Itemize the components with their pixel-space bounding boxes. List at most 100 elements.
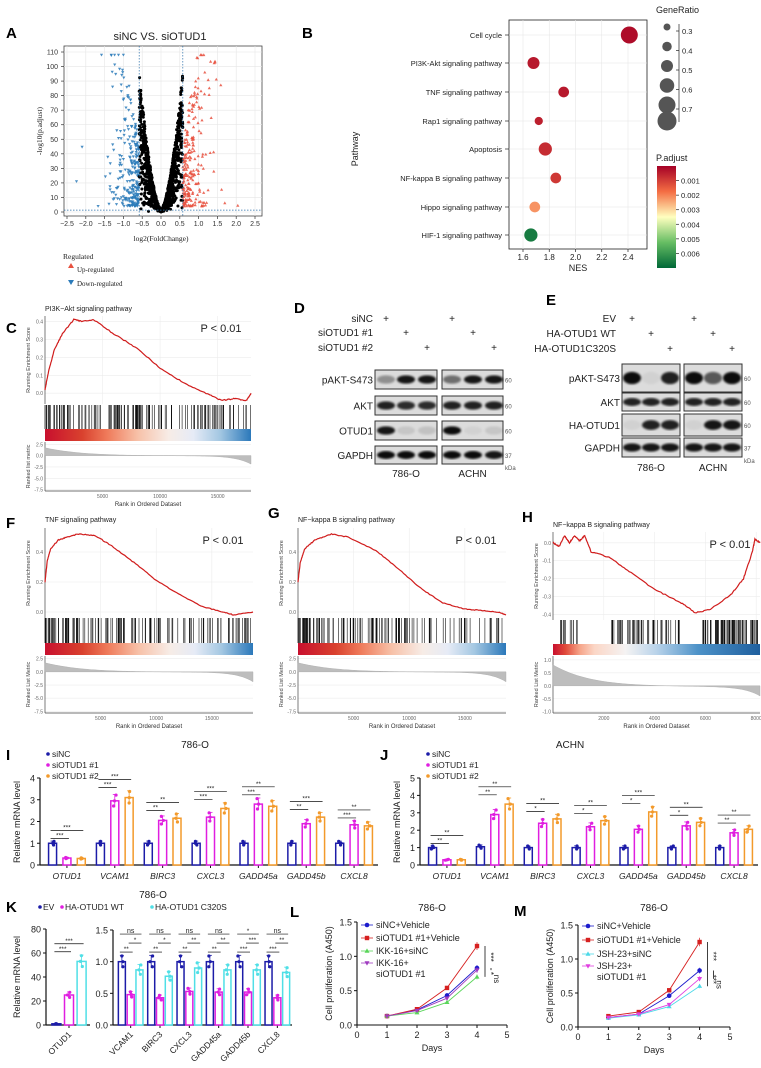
point-down-regulated — [106, 155, 110, 159]
blot-row-label: OTUD1 — [339, 427, 373, 438]
y-tick-label: 0.5 — [95, 989, 108, 999]
x-tick-label: 2 — [636, 1032, 641, 1042]
protein-band — [418, 426, 436, 435]
data-point — [494, 808, 498, 812]
mw-unit: kDa — [744, 459, 755, 465]
y-tick-label: 0.4 — [289, 550, 296, 556]
bar — [164, 975, 174, 1026]
point-up-regulated — [186, 178, 190, 182]
point-down-regulated — [136, 203, 140, 206]
data-point — [556, 813, 560, 817]
point-up-regulated — [192, 105, 196, 108]
bar — [176, 960, 185, 1026]
x-tick-label: 4000 — [649, 716, 660, 722]
point-not-significant — [180, 183, 184, 187]
point-up-regulated — [202, 204, 206, 207]
point-not-significant — [169, 179, 173, 183]
point-up-regulated — [205, 201, 209, 204]
legend-label: siOTUD1 #2 — [52, 771, 99, 781]
gene-label: BIRC3 — [150, 871, 175, 881]
y-tick-label: 0.0 — [36, 610, 43, 616]
y-tick-label: 0.0 — [289, 610, 296, 616]
point-down-regulated — [122, 133, 126, 137]
data-point — [365, 827, 370, 831]
protein-band — [704, 398, 722, 406]
data-point — [271, 804, 276, 808]
point-up-regulated — [199, 131, 203, 135]
data-point — [368, 824, 372, 828]
point-down-regulated — [130, 172, 134, 176]
chart-title: siNC VS. siOTUD1 — [114, 31, 207, 43]
gene-label: OTUD1 — [433, 871, 462, 881]
y-tick-label: -5.0 — [287, 696, 296, 702]
data-point — [539, 824, 544, 829]
x-tick-label: 0 — [354, 1030, 359, 1040]
size-legend-label: 0.4 — [682, 47, 692, 56]
y-tick-label: 0.0 — [36, 454, 43, 460]
bar — [157, 819, 168, 866]
point-down-regulated — [131, 188, 135, 192]
point-up-regulated — [182, 203, 186, 207]
protein-band — [723, 443, 741, 452]
significance-label: *** — [200, 794, 208, 801]
legend-label: IKK-16+siNC — [376, 946, 429, 956]
y-tick-label: 0.0 — [36, 391, 43, 397]
point-not-significant — [167, 191, 171, 195]
data-point — [637, 827, 641, 831]
bar — [193, 967, 203, 1026]
data-point — [555, 817, 559, 821]
point-up-regulated — [189, 199, 193, 202]
data-point — [159, 822, 163, 826]
point-down-regulated — [130, 140, 134, 144]
point-not-significant — [141, 111, 145, 115]
significance-label: *** — [709, 952, 718, 961]
legend-marker-icon — [426, 752, 430, 756]
data-point — [745, 830, 749, 834]
significance-label: ** — [182, 946, 188, 953]
point-up-regulated — [193, 115, 197, 119]
plus-sign: + — [691, 314, 697, 325]
data-point — [157, 993, 162, 997]
data-point — [285, 966, 289, 970]
point-down-regulated — [134, 197, 138, 201]
data-point — [733, 828, 737, 832]
gene-label: GADD45b — [218, 1029, 253, 1064]
point-up-regulated — [184, 174, 189, 177]
x-tick-label: 2.5 — [250, 221, 260, 228]
protein-band — [443, 451, 461, 459]
bar — [205, 960, 215, 1026]
significance-label: * — [247, 928, 250, 935]
pathway-dot — [529, 201, 541, 213]
gene-label: CXCL8 — [255, 1029, 282, 1056]
point-down-regulated — [128, 135, 132, 139]
y-tick-label: 2.5 — [36, 442, 43, 448]
point-not-significant — [139, 207, 143, 211]
data-point — [127, 795, 131, 800]
gene-label: CXCL3 — [577, 871, 605, 881]
point-up-regulated — [194, 182, 198, 185]
legend-marker-icon — [426, 774, 430, 778]
x-tick-label: 2 — [414, 1030, 419, 1040]
data-point — [507, 807, 512, 811]
point-not-significant — [162, 203, 166, 207]
x-tick-label: 5 — [504, 1030, 509, 1040]
y-tick-label: -7.5 — [287, 709, 296, 715]
gene-label: CXCL8 — [340, 871, 368, 881]
y-tick-label: 2 — [30, 817, 35, 827]
cell-line-label: 786-O — [637, 463, 665, 474]
gene-hits — [44, 618, 251, 643]
data-point — [650, 805, 655, 809]
point-down-regulated — [128, 180, 132, 183]
protein-band — [723, 371, 741, 385]
point-not-significant — [176, 184, 180, 188]
point-down-regulated — [128, 186, 132, 190]
point-not-significant — [176, 121, 179, 125]
point-not-significant — [179, 123, 183, 126]
point-down-regulated — [121, 53, 125, 57]
point-up-regulated — [187, 113, 191, 117]
point-down-regulated — [135, 144, 139, 147]
data-point — [337, 839, 341, 843]
point-down-regulated — [119, 155, 124, 158]
y-axis-label: Running Enrichment Score — [534, 543, 540, 609]
data-point — [431, 844, 435, 848]
